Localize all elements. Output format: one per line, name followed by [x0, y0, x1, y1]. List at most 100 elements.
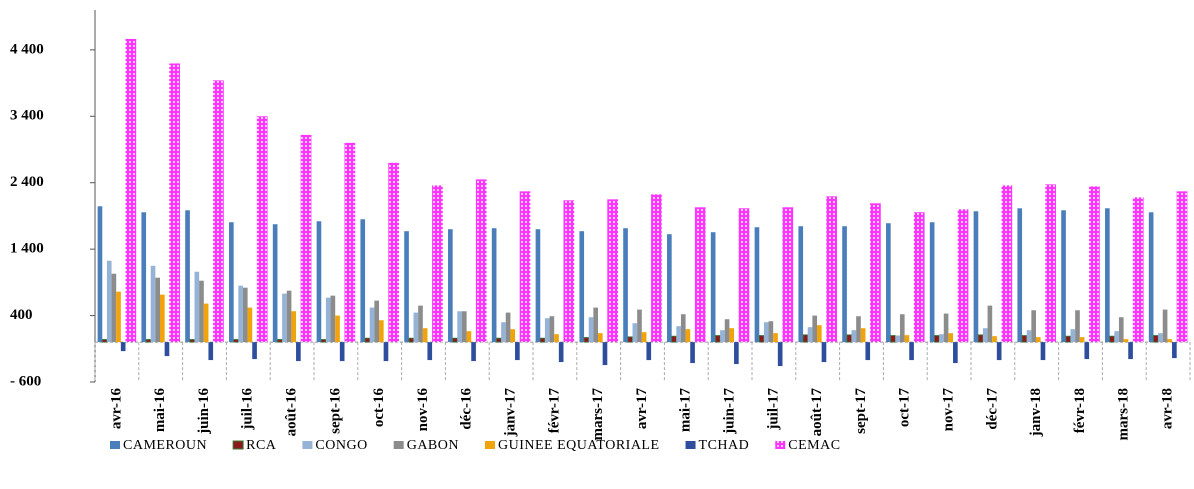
bar [1040, 342, 1046, 361]
bar [145, 339, 152, 343]
bar [291, 311, 297, 343]
bar [1158, 333, 1163, 343]
bar [539, 337, 546, 343]
bar [710, 232, 716, 343]
legend-swatch [110, 441, 120, 449]
bar [1176, 191, 1188, 343]
bar [120, 342, 126, 352]
bar [1172, 342, 1177, 359]
bar [404, 231, 409, 343]
bar [252, 342, 257, 360]
bar [388, 162, 399, 343]
legend-label: CAMEROUN [123, 438, 207, 453]
bar [1114, 331, 1119, 343]
y-tick-label: - 600 [10, 373, 41, 389]
x-tick-label: déc-16 [459, 388, 475, 430]
bar [233, 339, 239, 343]
bar [316, 221, 322, 343]
legend-swatch [775, 441, 786, 449]
legend-swatch [393, 441, 404, 449]
bar [374, 300, 380, 343]
bar [272, 224, 278, 343]
bar [160, 294, 165, 343]
bar [909, 342, 914, 361]
bar [491, 228, 497, 343]
x-tick-label: déc-17 [984, 388, 1000, 430]
bar [282, 293, 287, 343]
x-tick-label: juin-16 [196, 388, 212, 435]
x-tick-label: sept-17 [853, 388, 869, 434]
bar [277, 339, 283, 343]
bar [973, 211, 979, 343]
bar [996, 342, 1002, 361]
bar [773, 333, 778, 343]
bar [1070, 329, 1076, 343]
bar [724, 319, 730, 343]
bar [448, 229, 453, 343]
bar [452, 337, 458, 343]
y-tick-label: 2 400 [10, 174, 44, 190]
x-tick-label: avr-18 [1160, 388, 1176, 429]
bar [457, 311, 462, 343]
bar [977, 334, 984, 343]
bar [895, 335, 900, 343]
bar [632, 323, 638, 343]
bar [208, 342, 214, 361]
bar [763, 322, 769, 343]
bar [593, 307, 599, 343]
bar [802, 334, 809, 343]
bar [1167, 339, 1173, 343]
bar [651, 194, 662, 343]
bar [992, 336, 997, 343]
x-tick-label: juin-17 [722, 388, 738, 435]
bar [777, 342, 783, 367]
bar [720, 330, 725, 343]
bar [758, 335, 765, 343]
bar [865, 342, 871, 361]
bar [125, 38, 137, 343]
bar [953, 342, 958, 364]
bar [812, 315, 818, 343]
bar [189, 339, 195, 343]
bar [106, 260, 112, 343]
bar [116, 291, 121, 343]
legend-label: CONGO [315, 438, 367, 453]
bar [821, 342, 827, 363]
bar [418, 305, 423, 343]
bar [1026, 330, 1032, 343]
y-tick-label: 400 [10, 307, 33, 323]
bar [856, 316, 861, 343]
bar [1075, 310, 1080, 343]
bar [141, 212, 147, 343]
bar [798, 226, 804, 343]
bar [607, 199, 618, 343]
bar [860, 328, 866, 343]
bar [101, 339, 108, 343]
bar [623, 228, 628, 343]
bar [344, 142, 356, 343]
bar [475, 179, 487, 343]
bar [851, 330, 857, 343]
bar [549, 316, 555, 343]
bar [1017, 208, 1023, 343]
legend-label: GUINEE EQUATORIALE [498, 438, 660, 453]
bar [1105, 208, 1110, 343]
bar [646, 342, 652, 361]
bar [1132, 197, 1144, 343]
bar [987, 305, 993, 343]
legend-label: CEMAC [788, 438, 840, 453]
bar [602, 342, 608, 366]
bar [588, 317, 594, 343]
bar [432, 185, 443, 343]
bar [194, 271, 200, 343]
bar [1109, 335, 1115, 343]
bar [583, 337, 590, 343]
bar [957, 209, 969, 343]
legend-swatch [484, 441, 495, 449]
bar [535, 229, 541, 343]
bar [229, 222, 234, 343]
bar [667, 234, 672, 343]
x-tick-label: mai-16 [152, 388, 168, 433]
legend-label: RCA [246, 438, 277, 453]
bar [1021, 335, 1028, 343]
